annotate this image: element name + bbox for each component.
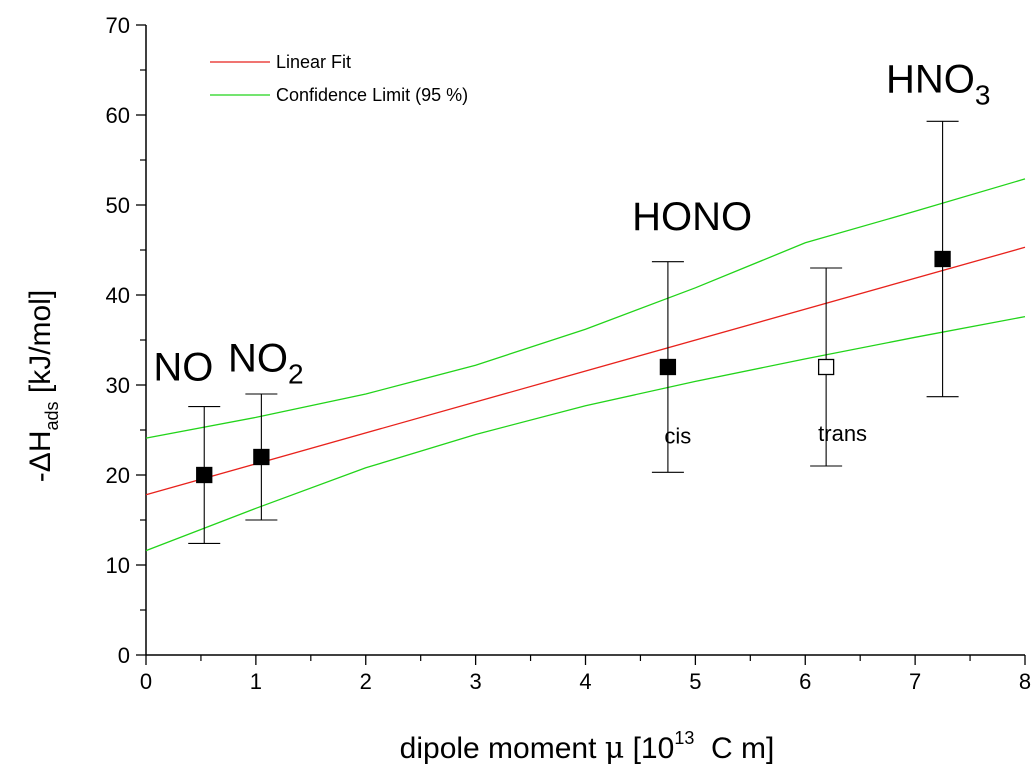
legend-linear-fit-label: Linear Fit [276,52,351,72]
data-point-open [817,358,835,376]
x-axis-title-unit-close: C m] [694,732,774,765]
annotation-text: HNO [886,58,975,102]
x-tick-label: 0 [140,669,152,694]
x-tick-label: 2 [360,669,372,694]
annotation-text: NO [228,337,288,381]
x-axis-title-exponent: 13 [674,728,694,748]
x-tick-label: 8 [1019,669,1031,694]
y-axis-title: -ΔHads [kJ/mol] [24,290,62,482]
legend-confidence-limit-label: Confidence Limit (95 %) [276,85,468,105]
y-tick-label: 60 [106,103,130,128]
annotation-text: cis [664,424,691,449]
x-tick-label: 3 [470,669,482,694]
x-tick-label: 4 [579,669,591,694]
confidence-lower-curve [145,315,1026,552]
x-tick-label: 5 [689,669,701,694]
y-axis-title-suffix: [kJ/mol] [24,290,57,402]
x-axis-title: dipole moment μ [1013 C m] [400,728,775,766]
y-tick-label: 50 [106,193,130,218]
data-point-filled [196,466,213,484]
y-tick-label: 30 [106,373,130,398]
x-tick-label: 6 [799,669,811,694]
y-tick-label: 10 [106,553,130,578]
x-axis-title-prefix: dipole moment [400,732,605,765]
annotation-text: trans [818,421,867,446]
annotation-label: NO2 [228,337,304,390]
x-tick-label: 1 [250,669,262,694]
confidence-upper-curve [145,178,1026,439]
y-tick-label: 70 [106,13,130,38]
annotation-text: HONO [632,195,752,239]
x-axis-title-symbol: μ [605,731,625,766]
annotation-text: NO [153,346,213,390]
annotation-label: HNO3 [886,58,990,111]
y-tick-label: 20 [106,463,130,488]
y-tick-label: 0 [118,643,130,668]
x-tick-label: 7 [909,669,921,694]
annotation-label: HONO [632,195,752,239]
x-axis-title-unit-open: [10 [624,732,674,765]
data-point-filled [659,358,677,376]
annotation-subscript: 3 [975,80,991,111]
data-point-filled [253,448,270,466]
annotation-label: cis [664,424,691,449]
legend: Linear Fit Confidence Limit (95 %) [210,52,468,105]
annotation-label: NO [153,346,213,390]
annotation-subscript: 2 [288,359,304,390]
y-tick-label: 40 [106,283,130,308]
linear-fit-line [145,246,1026,496]
y-axis-title-subscript: ads [42,401,62,430]
y-axis-title-prefix: -ΔH [24,431,57,483]
data-point-filled [934,250,951,268]
annotation-label: trans [818,421,867,446]
